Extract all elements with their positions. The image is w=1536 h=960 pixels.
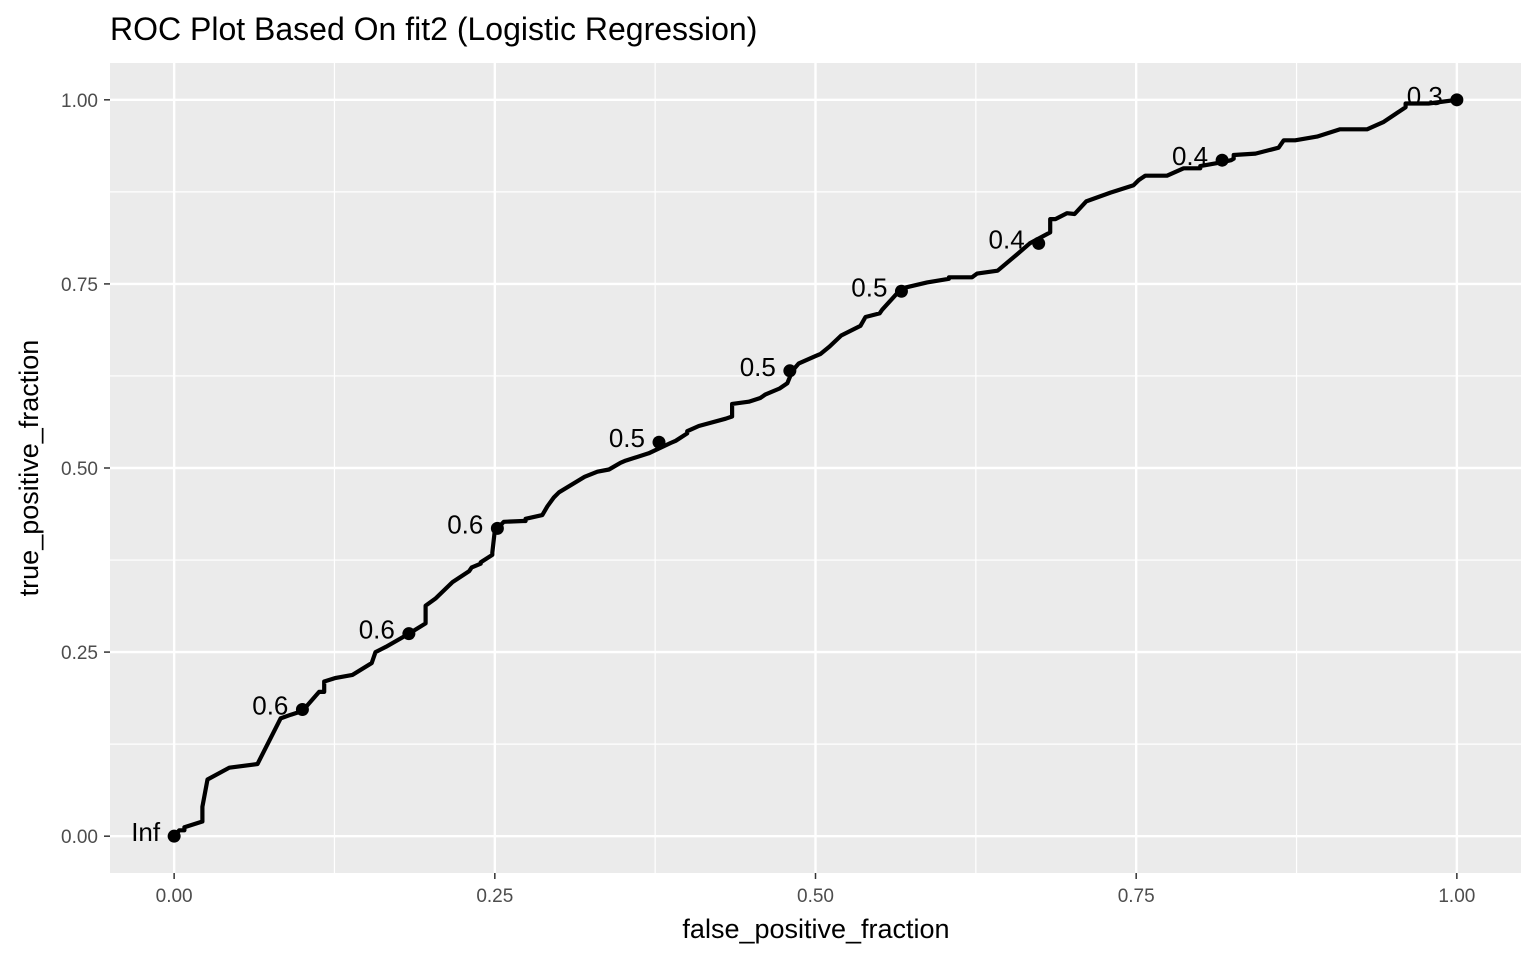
roc-series [172,97,1460,839]
threshold-point [295,703,309,717]
threshold-label: 0.6 [447,509,483,539]
threshold-point [1215,153,1229,167]
y-tick-label: 0.75 [61,275,98,296]
threshold-label: 0.5 [851,272,887,302]
x-tick-label: 0.50 [797,886,834,907]
x-tick-label: 0.00 [156,886,193,907]
threshold-point [894,284,908,298]
threshold-point [652,435,666,449]
threshold-label: 0.5 [609,423,645,453]
x-tick-label: 0.25 [476,886,513,907]
threshold-point [402,627,416,641]
threshold-point [167,829,181,843]
threshold-point [490,521,504,535]
threshold-label: 0.6 [359,615,395,645]
threshold-label: 0.5 [740,352,776,382]
x-axis-title: false_positive_fraction [682,914,949,944]
major-gridlines [110,63,1521,873]
threshold-label: 0.3 [1407,81,1443,111]
y-tick-label: 0.00 [61,827,98,848]
y-axis-ticks: 0.00 0.25 0.50 0.75 1.00 [61,91,110,848]
x-axis-ticks: 0.00 0.25 0.50 0.75 1.00 [156,873,1475,907]
threshold-label: 0.6 [252,691,288,721]
y-tick-label: 0.25 [61,643,98,664]
roc-curve-line [172,97,1460,839]
threshold-point [783,364,797,378]
y-tick-label: 1.00 [61,91,98,112]
threshold-label: Inf [131,817,161,847]
threshold-point [1450,93,1464,107]
y-axis-title: true_positive_fraction [14,340,44,597]
x-tick-label: 1.00 [1438,886,1475,907]
threshold-label: 0.4 [989,224,1025,254]
chart-title: ROC Plot Based On fit2 (Logistic Regress… [110,11,757,47]
y-tick-label: 0.50 [61,459,98,480]
threshold-point [1032,236,1046,250]
threshold-points: Inf 0.6 0.6 0.6 0.5 0.5 0.5 0.4 0.4 0.3 [131,81,1464,847]
threshold-label: 0.4 [1172,141,1208,171]
x-tick-label: 0.75 [1118,886,1155,907]
